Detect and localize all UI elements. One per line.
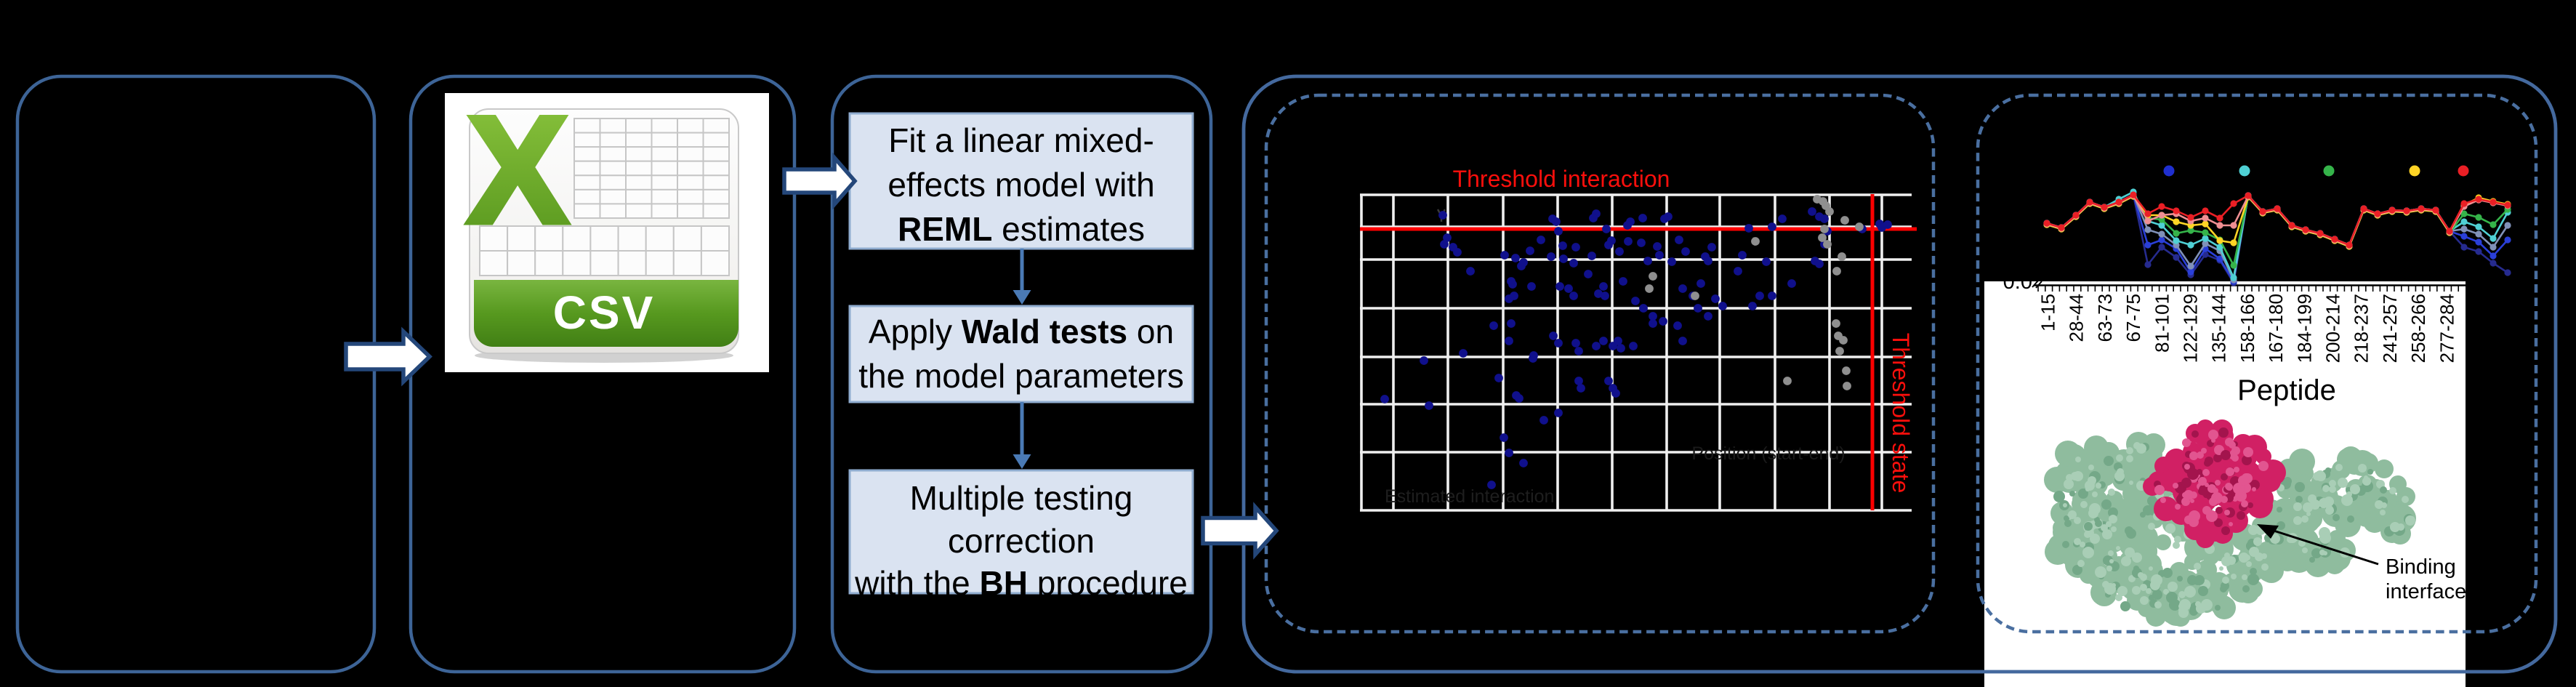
svg-text:with the BH procedure: with the BH procedure — [854, 564, 1188, 602]
svg-text:218-237: 218-237 — [2351, 294, 2372, 363]
svg-text:258-266: 258-266 — [2407, 294, 2429, 363]
svg-text:Apply Wald tests on: Apply Wald tests on — [869, 313, 1174, 350]
svg-text:correction: correction — [948, 522, 1095, 560]
svg-text:1-15: 1-15 — [2037, 294, 2059, 332]
svg-text:Position (start-end): Position (start-end) — [1691, 443, 1845, 464]
svg-text:81-101: 81-101 — [2151, 294, 2173, 353]
svg-text:Peptide: Peptide — [2237, 374, 2336, 406]
svg-text:158-166: 158-166 — [2237, 294, 2258, 363]
svg-text:184-199: 184-199 — [2293, 294, 2315, 363]
svg-text:Binding: Binding — [2386, 555, 2456, 579]
svg-text:the model parameters: the model parameters — [858, 357, 1183, 395]
svg-text:67-75: 67-75 — [2122, 294, 2144, 342]
svg-text:Fit a linear mixed-: Fit a linear mixed- — [888, 121, 1154, 159]
svg-text:122-129: 122-129 — [2180, 294, 2202, 363]
svg-text:Multiple testing: Multiple testing — [910, 479, 1133, 517]
svg-text:interface: interface — [2386, 580, 2466, 603]
svg-text:REML estimates: REML estimates — [898, 210, 1145, 248]
svg-text:167-180: 167-180 — [2265, 294, 2287, 363]
svg-text:241-257: 241-257 — [2379, 294, 2401, 363]
svg-text:Estimated interaction: Estimated interaction — [1385, 486, 1554, 507]
svg-text:63-73: 63-73 — [2094, 294, 2116, 342]
svg-text:Threshold state: Threshold state — [1888, 333, 1914, 494]
svg-text:CSV: CSV — [553, 286, 656, 339]
svg-text:200-214: 200-214 — [2322, 294, 2344, 363]
svg-text:effects model with: effects model with — [887, 166, 1154, 204]
svg-text:0.0: 0.0 — [2003, 270, 2032, 294]
svg-text:X: X — [467, 84, 568, 255]
svg-text:Threshold interaction: Threshold interaction — [1453, 166, 1670, 192]
svg-text:277-284: 277-284 — [2436, 294, 2458, 363]
svg-text:28-44: 28-44 — [2066, 294, 2088, 342]
svg-text:135-144: 135-144 — [2208, 294, 2230, 363]
